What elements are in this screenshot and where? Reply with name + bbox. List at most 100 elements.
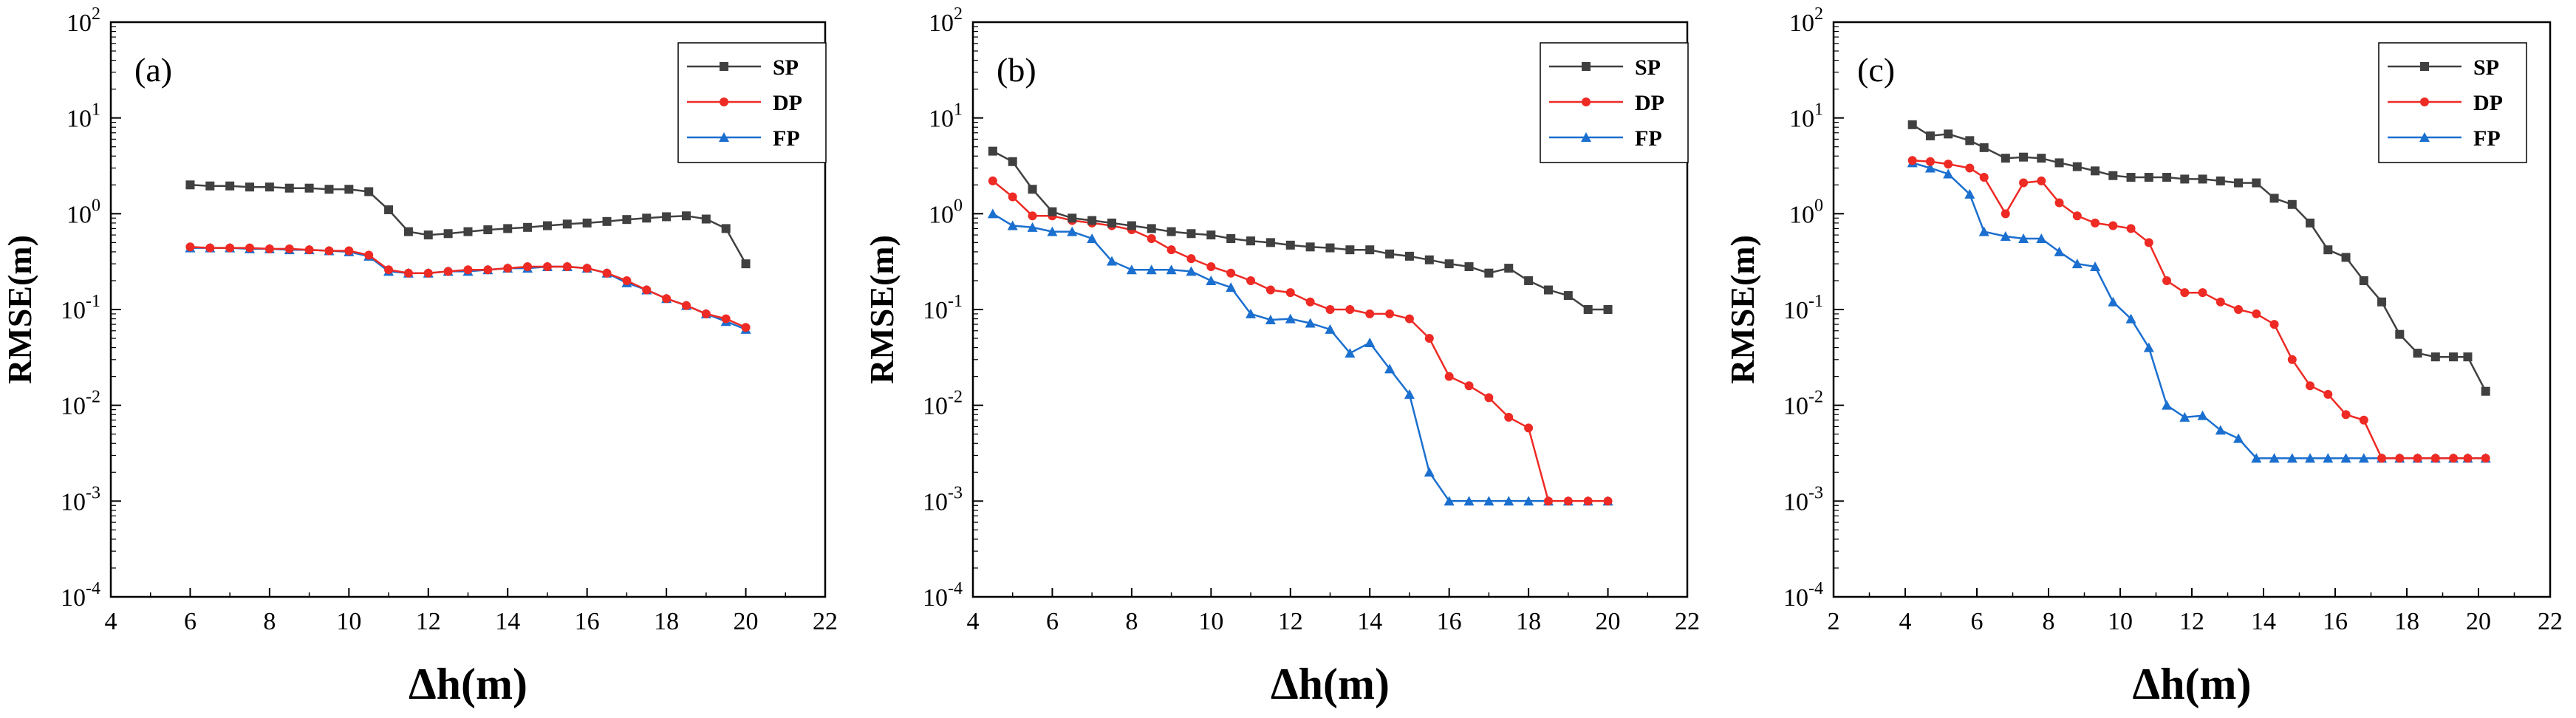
- data-point-dp: [602, 268, 612, 278]
- series-line-dp: [190, 246, 747, 329]
- data-point-fp: [2054, 246, 2065, 256]
- y-tick-label: 10-1: [1783, 292, 1823, 324]
- data-point-dp: [264, 244, 274, 253]
- data-point-dp: [2234, 305, 2244, 314]
- data-point-sp: [1226, 233, 1236, 243]
- data-point-fp: [2162, 400, 2173, 410]
- data-point-dp: [2341, 410, 2351, 420]
- data-point-dp: [2449, 454, 2459, 463]
- legend-marker-sp: [1582, 62, 1591, 71]
- y-tick-label: 10-1: [923, 292, 963, 324]
- data-point-sp: [562, 219, 572, 229]
- panel-label: (c): [1857, 51, 1895, 89]
- data-point-sp: [2430, 352, 2440, 362]
- legend-marker-fp: [719, 132, 729, 142]
- data-point-sp: [1603, 305, 1613, 314]
- x-tick-label: 4: [1899, 608, 1912, 635]
- data-point-sp: [344, 185, 354, 194]
- data-point-dp: [1944, 160, 1953, 169]
- x-axis-title: Δh(m): [409, 660, 527, 708]
- data-point-fp: [1107, 256, 1118, 266]
- data-point-sp: [284, 183, 294, 193]
- data-point-fp: [1364, 337, 1376, 347]
- data-point-sp: [2072, 162, 2082, 171]
- x-tick-label: 8: [2043, 608, 2055, 635]
- legend-label-fp: FP: [1635, 126, 1662, 151]
- y-tick-label: 10-3: [1783, 483, 1823, 516]
- data-point-dp: [1265, 285, 1275, 295]
- x-tick-label: 8: [1125, 608, 1138, 635]
- y-tick-label: 101: [1789, 100, 1823, 133]
- data-point-fp: [2090, 261, 2101, 272]
- y-tick-label: 10-3: [923, 483, 963, 516]
- data-point-dp: [304, 245, 314, 255]
- data-point-fp: [1523, 496, 1534, 506]
- x-tick-label: 6: [1046, 608, 1059, 635]
- data-point-sp: [1385, 249, 1395, 259]
- data-point-sp: [1444, 259, 1454, 269]
- data-point-dp: [364, 250, 374, 260]
- data-point-sp: [1048, 207, 1057, 216]
- series-fp: [1907, 157, 2491, 463]
- y-tick-label: 10-4: [61, 579, 100, 612]
- data-point-dp: [403, 268, 413, 278]
- data-point-sp: [245, 182, 255, 192]
- x-tick-label: 20: [2466, 608, 2491, 635]
- data-point-sp: [2377, 297, 2387, 307]
- data-point-sp: [721, 224, 731, 233]
- data-point-sp: [2054, 158, 2064, 168]
- data-point-fp: [1126, 264, 1137, 275]
- x-tick-label: 4: [105, 608, 117, 635]
- data-point-dp: [642, 285, 652, 295]
- x-tick-label: 16: [2323, 608, 2348, 635]
- data-point-sp: [2037, 154, 2046, 163]
- series-line-dp: [1912, 159, 2486, 459]
- data-point-dp: [741, 323, 751, 332]
- data-point-dp: [721, 314, 731, 324]
- y-tick-label: 100: [66, 196, 100, 228]
- data-point-sp: [1424, 255, 1434, 264]
- data-point-sp: [483, 225, 493, 235]
- data-point-fp: [1146, 264, 1157, 275]
- data-point-dp: [483, 265, 493, 275]
- data-point-dp: [2323, 389, 2333, 399]
- series-dp: [1907, 156, 2490, 463]
- legend-marker-dp: [720, 98, 728, 106]
- data-point-dp: [1484, 393, 1494, 403]
- panel-label: (b): [997, 51, 1036, 89]
- data-point-dp: [324, 246, 334, 256]
- data-point-sp: [1464, 262, 1474, 272]
- data-point-sp: [1285, 240, 1295, 250]
- x-tick-label: 18: [654, 608, 679, 635]
- data-point-dp: [681, 301, 691, 310]
- y-tick-label: 100: [929, 196, 963, 228]
- data-point-dp: [2306, 381, 2315, 391]
- data-point-sp: [642, 213, 652, 223]
- data-point-dp: [1385, 309, 1395, 318]
- data-point-dp: [2481, 454, 2490, 463]
- data-point-sp: [1563, 291, 1573, 301]
- data-point-fp: [2108, 296, 2119, 307]
- data-point-dp: [2359, 415, 2368, 425]
- data-point-sp: [523, 222, 533, 232]
- x-tick-label: 14: [495, 608, 520, 635]
- data-point-sp: [443, 229, 453, 239]
- data-point-sp: [185, 180, 195, 190]
- data-point-fp: [1943, 168, 1954, 179]
- data-point-dp: [1965, 163, 1975, 173]
- data-point-sp: [1504, 264, 1514, 273]
- data-point-dp: [1166, 245, 1176, 255]
- data-point-sp: [1925, 131, 1935, 140]
- x-tick-label: 6: [184, 608, 197, 635]
- data-point-fp: [987, 208, 998, 219]
- data-point-fp: [2071, 259, 2083, 269]
- data-point-fp: [2286, 453, 2297, 463]
- data-point-dp: [463, 265, 473, 275]
- data-point-sp: [2144, 173, 2153, 182]
- data-point-fp: [2215, 425, 2226, 435]
- data-point-sp: [2463, 352, 2473, 362]
- x-tick-label: 2: [1828, 608, 1840, 635]
- data-point-fp: [2179, 411, 2190, 422]
- data-point-dp: [542, 262, 552, 272]
- legend-label-sp: SP: [2473, 55, 2499, 80]
